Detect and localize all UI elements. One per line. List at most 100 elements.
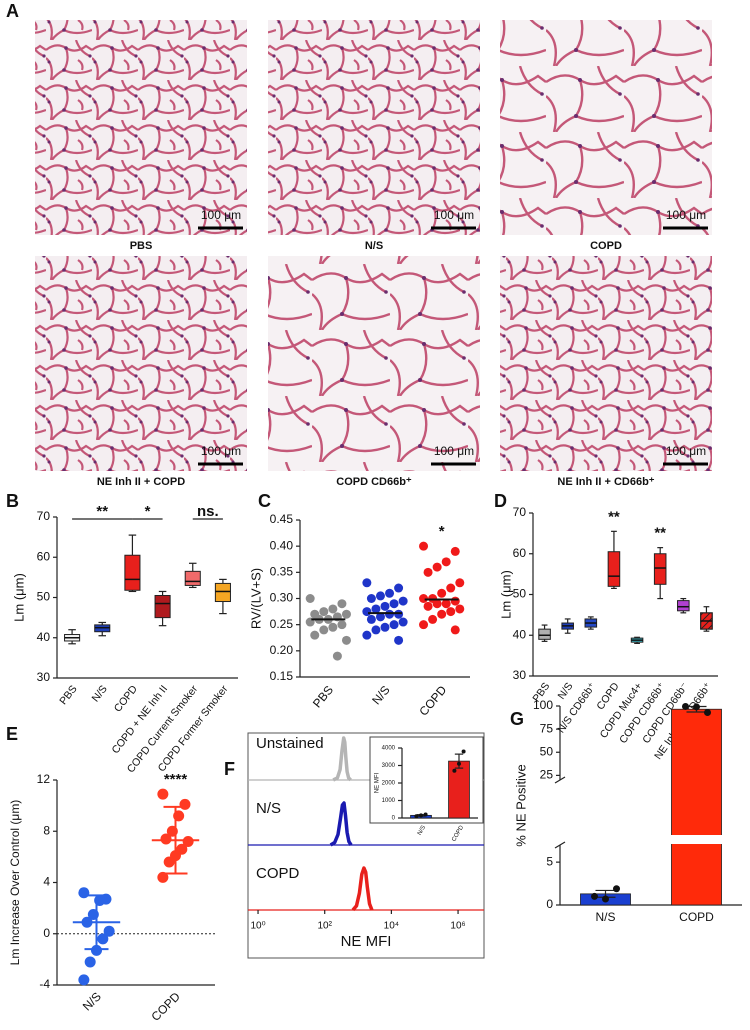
- data-point: [84, 956, 96, 968]
- axis-break-mark: [554, 841, 566, 849]
- box: [184, 570, 201, 586]
- data-point: [441, 599, 451, 609]
- box: [607, 551, 621, 587]
- data-point: [337, 620, 347, 630]
- x-tick-label: PBS: [57, 683, 79, 707]
- scale-bar-label: 100 μm: [434, 444, 474, 458]
- data-point: [704, 708, 712, 716]
- x-tick-label: COPD: [679, 910, 714, 924]
- bar: [671, 708, 722, 906]
- scale-bar-label: 100 μm: [666, 208, 706, 222]
- significance-label: *: [439, 523, 445, 540]
- x-tick-label: 10⁰: [250, 921, 265, 932]
- data-point: [446, 583, 456, 593]
- box: [653, 553, 667, 585]
- data-point: [385, 609, 395, 619]
- data-point: [179, 798, 191, 810]
- data-point: [681, 702, 689, 710]
- data-point: [78, 887, 90, 899]
- significance-label: **: [654, 525, 666, 542]
- panel-label: C: [258, 491, 271, 511]
- data-point: [310, 630, 320, 640]
- data-point: [337, 599, 347, 609]
- data-point: [432, 562, 442, 572]
- y-tick-label: 40: [513, 627, 527, 641]
- x-tick-label: N/S: [90, 683, 110, 704]
- data-point: [362, 607, 372, 617]
- data-point: [182, 836, 194, 847]
- y-tick-label: 8: [43, 823, 50, 837]
- y-tick-label: 1000: [382, 798, 396, 804]
- y-tick-label: 50: [540, 744, 554, 758]
- image-caption: N/S: [365, 240, 383, 252]
- y-tick-label: 0: [546, 897, 553, 911]
- data-point: [341, 635, 351, 645]
- data-point: [163, 856, 175, 868]
- box: [124, 554, 141, 591]
- panel-label: A: [6, 1, 19, 21]
- data-point: [366, 614, 376, 624]
- data-point: [432, 599, 442, 609]
- scale-bar-label: 100 μm: [434, 208, 474, 222]
- y-tick-label: 5: [546, 854, 553, 868]
- x-tick-label: COPD: [112, 683, 140, 715]
- data-point: [437, 588, 447, 598]
- data-point: [613, 885, 621, 893]
- micrograph: [500, 20, 712, 235]
- micrograph: [268, 20, 480, 235]
- image-caption: COPD: [590, 240, 622, 252]
- y-tick-label: 12: [37, 772, 51, 786]
- y-tick-label: 60: [37, 549, 51, 563]
- data-point: [157, 788, 169, 800]
- data-point: [423, 567, 433, 577]
- data-point: [441, 557, 451, 567]
- data-point: [157, 871, 169, 883]
- y-tick-label: 50: [37, 590, 51, 604]
- micrograph: [500, 256, 712, 471]
- y-tick-label: 100: [533, 698, 553, 712]
- x-tick-label: 10²: [317, 921, 332, 932]
- data-point: [366, 594, 376, 603]
- axis-break-mark: [554, 776, 566, 784]
- y-tick-label: 4000: [382, 746, 396, 752]
- data-point: [450, 596, 460, 606]
- data-point: [419, 541, 429, 551]
- data-point: [341, 609, 351, 619]
- data-point: [97, 933, 109, 945]
- trace-label: N/S: [256, 800, 281, 817]
- scale-bar-label: 100 μm: [201, 444, 241, 458]
- data-point: [602, 895, 609, 903]
- data-point: [380, 601, 390, 611]
- data-point: [362, 578, 372, 588]
- y-tick-label: 4: [43, 875, 50, 889]
- histogram-trace: [329, 801, 353, 847]
- x-tick-label: COPD: [416, 683, 449, 719]
- data-point: [461, 749, 466, 754]
- micrograph: [268, 256, 480, 471]
- y-tick-label: 70: [513, 505, 527, 519]
- data-point: [446, 607, 456, 617]
- x-tick-label: N/S: [417, 825, 427, 837]
- x-tick-label: COPD + NE Inh II: [109, 683, 170, 756]
- y-tick-label: 0.15: [270, 669, 294, 683]
- data-point: [78, 974, 90, 986]
- x-tick-label: N/S: [80, 989, 104, 1013]
- y-tick-label: 60: [513, 546, 527, 560]
- data-point: [319, 607, 329, 617]
- data-point: [328, 622, 338, 632]
- data-point: [693, 703, 700, 711]
- x-tick-label: 10⁴: [384, 921, 399, 932]
- data-point: [371, 604, 381, 614]
- data-point: [419, 620, 429, 630]
- box: [538, 628, 551, 640]
- box: [154, 594, 171, 619]
- axis-break-gap: [670, 835, 723, 844]
- y-tick-label: 25: [540, 768, 554, 782]
- data-point: [389, 599, 399, 609]
- box: [214, 582, 231, 603]
- significance-label: ns.: [197, 503, 219, 520]
- micrograph: [35, 20, 247, 235]
- x-tick-label: PBS: [310, 683, 336, 710]
- y-tick-label: -4: [39, 977, 50, 991]
